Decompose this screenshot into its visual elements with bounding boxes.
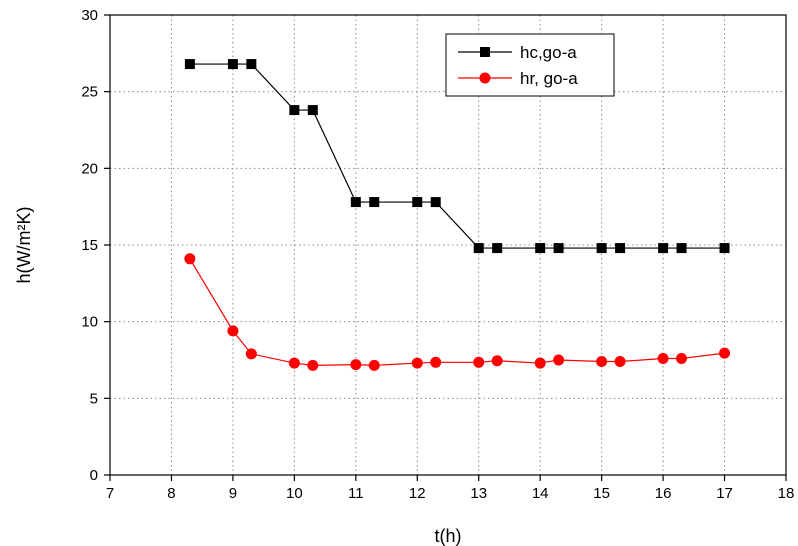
x-tick-label: 8 [167, 485, 175, 502]
data-point-square [289, 105, 300, 116]
x-tick-label: 11 [348, 485, 364, 502]
data-point-circle [184, 253, 196, 265]
x-tick-label: 16 [655, 485, 672, 502]
x-axis-title: t(h) [435, 526, 462, 546]
data-point-circle [307, 359, 319, 371]
data-point-square [676, 243, 687, 254]
data-point-square [369, 197, 380, 208]
data-point-square [615, 243, 626, 254]
data-point-square [473, 243, 484, 254]
data-point-square [553, 243, 564, 254]
x-tick-label: 14 [532, 485, 549, 502]
x-tick-label: 18 [778, 485, 795, 502]
data-point-circle [553, 354, 565, 366]
data-point-circle [411, 357, 423, 369]
data-point-square [412, 197, 423, 208]
series-line [189, 258, 725, 366]
data-point-square [227, 59, 238, 70]
legend: hc,go-a hr, go-a [445, 33, 615, 97]
y-tick-label: 0 [90, 467, 98, 484]
data-point-circle [350, 359, 362, 371]
data-point-circle [719, 347, 731, 359]
data-point-square [658, 243, 669, 254]
data-point-circle [657, 352, 669, 364]
y-tick-label: 10 [81, 314, 98, 331]
legend-marker-square [480, 47, 490, 57]
data-point-circle [227, 325, 239, 337]
legend-label: hc,go-a [520, 43, 577, 62]
axis-ticks: 7 8 9 10 11 12 13 14 15 16 17 18 0 5 10 15 20 25 30 [81, 7, 794, 502]
series-layer [184, 59, 731, 371]
x-tick-label: 12 [409, 485, 426, 502]
data-point-circle [245, 348, 257, 360]
data-point-square [430, 197, 441, 208]
y-tick-label: 15 [81, 237, 98, 254]
data-point-circle [534, 357, 546, 369]
data-point-circle [676, 352, 688, 364]
y-tick-label: 20 [81, 160, 98, 177]
data-point-circle [288, 357, 300, 369]
x-tick-label: 9 [229, 485, 237, 502]
legend-box [445, 33, 615, 97]
data-point-square [719, 243, 730, 254]
data-point-circle [596, 356, 608, 368]
x-tick-label: 13 [470, 485, 487, 502]
x-tick-label: 17 [716, 485, 733, 502]
y-tick-label: 30 [81, 7, 98, 24]
data-point-square [184, 59, 195, 70]
x-tick-label: 7 [106, 485, 114, 502]
data-point-square [492, 243, 503, 254]
y-tick-label: 25 [81, 84, 98, 101]
data-point-circle [368, 359, 380, 371]
y-axis-title: h(W/m²K) [14, 207, 34, 284]
data-point-square [246, 59, 257, 70]
legend-label: hr, go-a [520, 69, 578, 88]
series-1 [184, 59, 730, 254]
series-2 [184, 253, 731, 371]
data-point-circle [473, 356, 485, 368]
y-tick-label: 5 [90, 390, 98, 407]
x-tick-label: 10 [286, 485, 303, 502]
data-point-square [307, 105, 318, 116]
data-point-square [535, 243, 546, 254]
series-line [189, 63, 725, 249]
x-tick-label: 15 [593, 485, 610, 502]
data-point-circle [491, 355, 503, 367]
data-point-square [596, 243, 607, 254]
data-point-circle [614, 356, 626, 368]
data-point-square [350, 197, 361, 208]
legend-marker-circle [479, 72, 491, 84]
data-point-circle [430, 356, 442, 368]
